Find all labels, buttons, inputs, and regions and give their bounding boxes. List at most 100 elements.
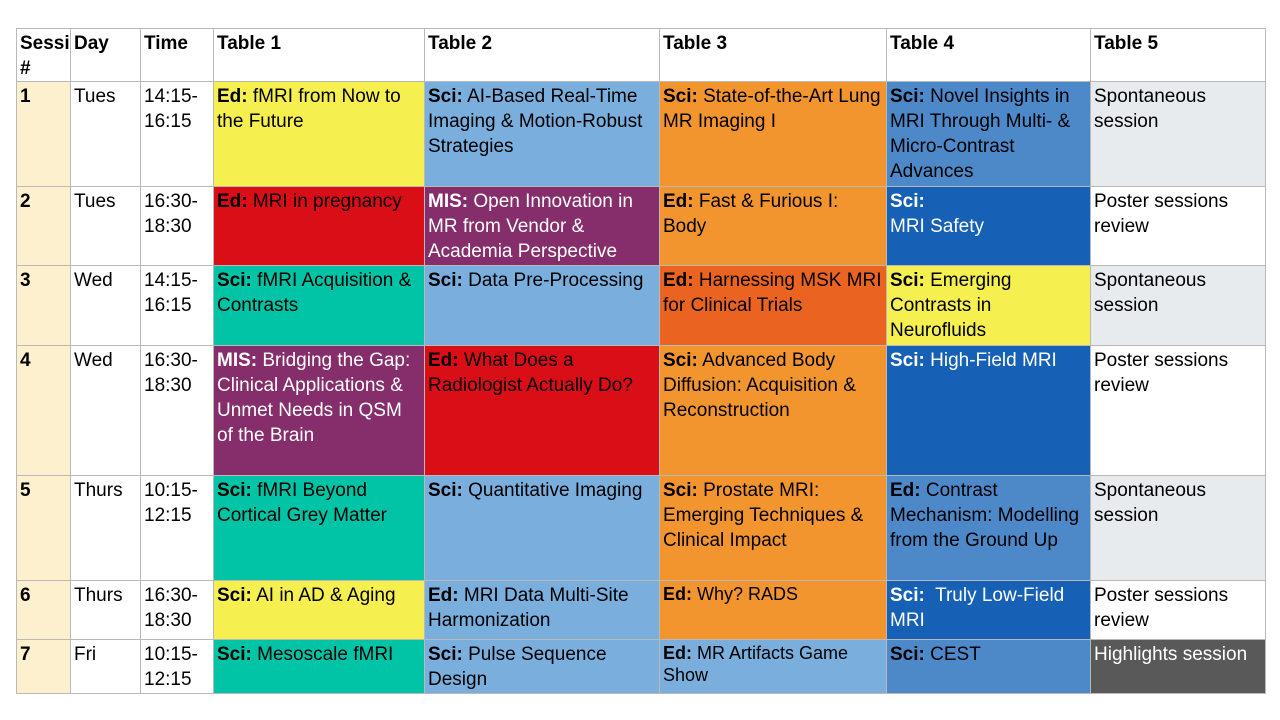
session-tag: MIS: — [428, 191, 469, 212]
session-tag: Ed: — [217, 191, 248, 212]
time-cell: 16:30-18:30 — [140, 345, 214, 476]
session-title: MRI Safety — [890, 216, 984, 237]
session-title: AI-Based Real-Time Imaging & Motion-Robu… — [428, 86, 643, 157]
session-title: High-Field MRI — [924, 350, 1057, 371]
session-title: Contrast Mechanism: Modelling from the G… — [890, 480, 1080, 551]
session-title: Mesoscale fMRI — [251, 644, 394, 665]
time-cell: 14:15-16:15 — [140, 265, 214, 346]
session-tag: Sci: — [890, 350, 925, 371]
session-cell: Sci: High-Field MRI — [886, 345, 1091, 476]
session-cell: Sci: CEST — [886, 639, 1091, 694]
session-title: CEST — [924, 644, 981, 665]
session-cell: MIS: Open Innovation in MR from Vendor &… — [424, 186, 660, 266]
time-cell: 14:15-16:15 — [140, 81, 214, 187]
session-number: 2 — [16, 186, 71, 266]
session-tag: Ed: — [217, 86, 248, 107]
session-cell: Sci: Mesoscale fMRI — [213, 639, 425, 694]
session-title: Bridging the Gap: Clinical Applications … — [217, 350, 411, 446]
session-cell: Sci: AI-Based Real-Time Imaging & Motion… — [424, 81, 660, 187]
session-title: Truly Low-Field MRI — [890, 585, 1070, 631]
session-number: 1 — [16, 81, 71, 187]
session-title: MRI Data Multi-Site Harmonization — [428, 585, 629, 631]
session-cell: Sci: Pulse Sequence Design — [424, 639, 660, 694]
table-row: 5 Thurs 10:15-12:15 Sci: fMRI Beyond Cor… — [16, 475, 1266, 581]
table-row: 4 Wed 16:30-18:30 MIS: Bridging the Gap:… — [16, 345, 1266, 476]
header-table-5: Table 5 — [1090, 28, 1266, 82]
session-title: State-of-the-Art Lung MR Imaging I — [663, 86, 881, 132]
session-number: 4 — [16, 345, 71, 476]
session-cell: Sci: Emerging Contrasts in Neurofluids — [886, 265, 1091, 346]
session-number: 3 — [16, 265, 71, 346]
header-day: Day — [70, 28, 141, 82]
session-tag: Ed: — [663, 191, 694, 212]
day-cell: Tues — [70, 81, 141, 187]
session-cell: Ed: Why? RADS — [659, 580, 887, 640]
session-cell: Ed: What Does a Radiologist Actually Do? — [424, 345, 660, 476]
header-session: Session # — [16, 28, 71, 82]
session-tag: Sci: — [890, 644, 925, 665]
session-title: Quantitative Imaging — [462, 480, 643, 501]
session-title: MR Artifacts Game Show — [663, 643, 849, 685]
session-title: fMRI from Now to the Future — [217, 86, 401, 132]
header-time: Time — [140, 28, 214, 82]
session-cell: Ed: fMRI from Now to the Future — [213, 81, 425, 187]
session-title: What Does a Radiologist Actually Do? — [428, 350, 633, 396]
session-title: Fast & Furious I: Body — [663, 191, 839, 237]
session-cell: Ed: Contrast Mechanism: Modelling from t… — [886, 475, 1091, 581]
session-tag: MIS: — [217, 350, 258, 371]
header-table-3: Table 3 — [659, 28, 887, 82]
session-tag: Ed: — [663, 270, 694, 291]
session-tag: Sci: — [890, 86, 925, 107]
session-cell: Sci: AI in AD & Aging — [213, 580, 425, 640]
session-tag: Sci: — [890, 270, 925, 291]
day-cell: Tues — [70, 186, 141, 266]
session-tag: Sci: — [663, 350, 698, 371]
session-title: Emerging Contrasts in Neurofluids — [890, 270, 1012, 341]
session-cell: Ed: MRI in pregnancy — [213, 186, 425, 266]
session-number: 7 — [16, 639, 71, 694]
session-cell: MIS: Bridging the Gap: Clinical Applicat… — [213, 345, 425, 476]
session-tag: Sci: — [890, 585, 925, 606]
session-title: AI in AD & Aging — [251, 585, 396, 606]
session-title: MRI in pregnancy — [247, 191, 402, 212]
session-tag: Sci: — [428, 480, 463, 501]
session-title: Novel Insights in MRI Through Multi- & M… — [890, 86, 1071, 182]
session-title: Data Pre-Processing — [462, 270, 644, 291]
session-cell: Sci: MRI Safety — [886, 186, 1091, 266]
session-cell: Sci: fMRI Acquisition & Contrasts — [213, 265, 425, 346]
session-tag: Sci: — [217, 644, 252, 665]
table-5-cell: Poster sessions review — [1090, 580, 1266, 640]
session-cell: Sci: Novel Insights in MRI Through Multi… — [886, 81, 1091, 187]
day-cell: Fri — [70, 639, 141, 694]
session-title: fMRI Acquisition & Contrasts — [217, 270, 412, 316]
session-title: Open Innovation in MR from Vendor & Acad… — [428, 191, 633, 262]
session-title: Advanced Body Diffusion: Acquisition & R… — [663, 350, 856, 421]
session-cell: Ed: Harnessing MSK MRI for Clinical Tria… — [659, 265, 887, 346]
day-cell: Wed — [70, 345, 141, 476]
table-row: 7 Fri 10:15-12:15 Sci: Mesoscale fMRI Sc… — [16, 639, 1266, 694]
session-tag: Sci: — [217, 585, 252, 606]
table-row: 6 Thurs 16:30-18:30 Sci: AI in AD & Agin… — [16, 580, 1266, 640]
session-title: fMRI Beyond Cortical Grey Matter — [217, 480, 387, 526]
day-cell: Thurs — [70, 475, 141, 581]
session-cell: Ed: Fast & Furious I: Body — [659, 186, 887, 266]
session-cell: Sci: Prostate MRI: Emerging Techniques &… — [659, 475, 887, 581]
session-cell: Sci: Data Pre-Processing — [424, 265, 660, 346]
session-title: Harnessing MSK MRI for Clinical Trials — [663, 270, 882, 316]
session-tag: Sci: — [428, 270, 463, 291]
session-tag: Ed: — [428, 585, 459, 606]
session-title: Pulse Sequence Design — [428, 644, 607, 690]
time-cell: 10:15-12:15 — [140, 639, 214, 694]
session-title: Why? RADS — [692, 584, 799, 604]
session-tag: Ed: — [663, 643, 692, 663]
table-5-cell: Poster sessions review — [1090, 345, 1266, 476]
time-cell: 16:30-18:30 — [140, 186, 214, 266]
table-row: 1 Tues 14:15-16:15 Ed: fMRI from Now to … — [16, 81, 1266, 187]
table-row: 2 Tues 16:30-18:30 Ed: MRI in pregnancy … — [16, 186, 1266, 266]
day-cell: Thurs — [70, 580, 141, 640]
day-cell: Wed — [70, 265, 141, 346]
session-number: 5 — [16, 475, 71, 581]
table-5-cell: Poster sessions review — [1090, 186, 1266, 266]
table-row: 3 Wed 14:15-16:15 Sci: fMRI Acquisition … — [16, 265, 1266, 346]
session-cell: Ed: MRI Data Multi-Site Harmonization — [424, 580, 660, 640]
